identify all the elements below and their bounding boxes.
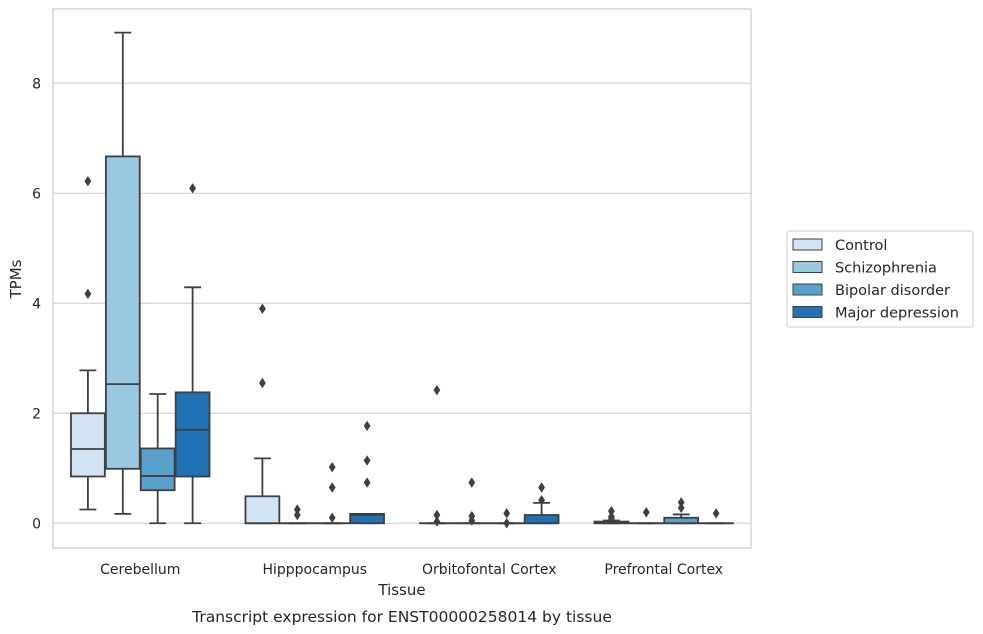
box-schizophrenia [279, 504, 316, 525]
legend-label: Control [835, 238, 887, 254]
box-schizophrenia [453, 477, 490, 526]
box-iqr [349, 513, 385, 525]
outlier-point [538, 494, 545, 506]
legend-item: Schizophrenia [792, 261, 937, 277]
plot-area-frame [52, 8, 752, 549]
outlier-point [259, 377, 266, 389]
box-bipolar-disorder [139, 393, 176, 525]
outlier-point [328, 512, 336, 523]
legend-label: Bipolar disorder [835, 283, 950, 299]
outlier-point [293, 509, 301, 521]
legend-item: Bipolar disorder [792, 283, 950, 299]
box-schizophrenia [628, 507, 665, 525]
legend-label: Major depression [835, 306, 959, 322]
outlier-point [433, 509, 441, 521]
box-bipolar-disorder [488, 508, 525, 529]
outlier-point [293, 504, 301, 515]
outlier-point [468, 477, 476, 488]
box-major-depression [349, 420, 385, 525]
category-group [70, 31, 211, 525]
x-axis-title: Tissue [377, 581, 425, 599]
outlier-point [189, 183, 196, 194]
outlier-point [468, 510, 476, 522]
outlier-point [84, 288, 92, 300]
x-tick-label: Cerebellum [100, 562, 180, 578]
category-group [419, 384, 560, 529]
outlier-point [84, 175, 92, 187]
outlier-point [433, 384, 441, 396]
outlier-point [642, 507, 650, 518]
legend-frame [786, 230, 974, 328]
outlier-point [538, 482, 545, 493]
outlier-point [328, 461, 336, 473]
box-major-depression [523, 482, 560, 525]
box-groups [70, 31, 734, 529]
box-control [70, 175, 106, 511]
outlier-point [433, 516, 441, 527]
box-control [593, 505, 630, 525]
legend-swatch [792, 261, 823, 273]
y-tick-label: 8 [32, 76, 41, 92]
outlier-point [259, 303, 266, 314]
y-tick-labels: 0 2 4 6 8 [32, 76, 41, 532]
outlier-point [712, 508, 720, 519]
box-control [244, 303, 281, 525]
box-iqr [244, 495, 281, 525]
legend-swatch [792, 283, 823, 296]
legend-swatch [792, 306, 823, 318]
figure-caption: Transcript expression for ENST0000025801… [191, 608, 612, 626]
outlier-point [328, 482, 336, 493]
y-axis-title: TPMs [7, 259, 25, 299]
outlier-point [608, 511, 615, 522]
y-tick-label: 2 [32, 406, 41, 422]
y-tick-label: 4 [32, 296, 41, 312]
legend-label: Schizophrenia [835, 261, 937, 277]
y-tick-label: 6 [32, 186, 41, 202]
outlier-point [363, 455, 371, 466]
box-iqr [174, 391, 211, 478]
legend-swatch [792, 238, 823, 251]
box-iqr [523, 514, 560, 525]
outlier-point [503, 508, 511, 519]
box-control [419, 384, 455, 527]
outlier-point [503, 518, 511, 529]
outlier-point [608, 505, 615, 517]
x-tick-label: Orbitofontal Cortex [422, 562, 557, 578]
box-bipolar-disorder [314, 461, 351, 525]
category-group [593, 497, 734, 525]
box-iqr [104, 155, 141, 470]
legend-item: Control [792, 238, 887, 254]
outlier-point [677, 502, 685, 514]
box-major-depression [174, 183, 211, 525]
x-tick-label: Prefrontal Cortex [604, 562, 723, 578]
outlier-point [363, 477, 371, 488]
box-bipolar-disorder [663, 497, 700, 525]
category-group [244, 303, 385, 525]
legend: Control Schizophrenia Bipolar disorder Majo… [786, 230, 974, 328]
y-tick-label: 0 [32, 516, 41, 532]
outlier-point [363, 420, 371, 432]
box-schizophrenia [104, 31, 141, 515]
outlier-point [677, 497, 685, 508]
box-iqr [139, 447, 176, 492]
x-tick-label: Hipppocampus [262, 562, 367, 578]
box-major-depression [698, 508, 734, 525]
x-tick-labels: Cerebellum Hipppocampus Orbitofontal Corte… [100, 562, 723, 578]
box-iqr [70, 412, 106, 478]
legend-item: Major depression [792, 306, 959, 322]
